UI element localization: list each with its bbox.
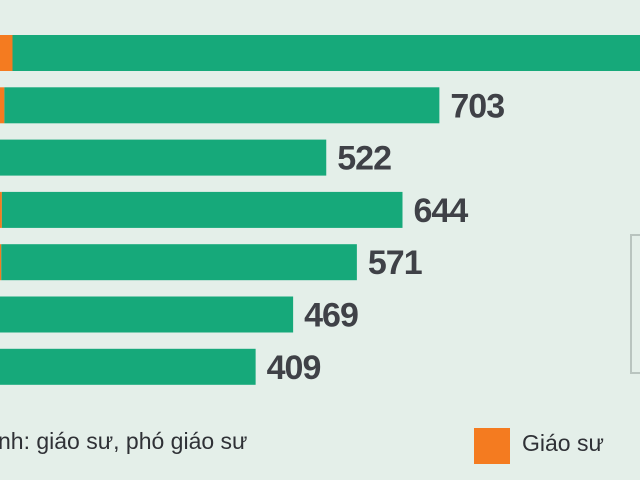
bar-value-label: 703	[450, 87, 504, 125]
bar-value-label: 409	[267, 349, 321, 387]
bar-segment-main	[1, 191, 403, 228]
bar-value-label: 644	[414, 192, 469, 230]
legend-professor-label: Giáo sư	[522, 430, 604, 456]
bar-segment-main	[4, 87, 440, 124]
bar-segment-main	[0, 296, 294, 333]
legend-swatch-professor	[474, 428, 510, 464]
bar-segment-main	[0, 348, 256, 385]
bar-segment-professor	[0, 87, 5, 124]
legend-category-label: nh: giáo sư, phó giáo sư	[0, 428, 248, 454]
bar-segment-main	[1, 244, 357, 281]
bar-segment-main	[12, 35, 640, 71]
bar-segment-main	[0, 139, 327, 176]
side-frame-decoration	[630, 234, 640, 374]
bar-value-label: 571	[368, 244, 422, 282]
bar-segment-professor	[0, 244, 2, 281]
bar-value-label: 469	[304, 297, 358, 335]
bar-segment-professor	[0, 191, 2, 228]
bar-segment-professor	[0, 35, 13, 71]
bar-value-label: 522	[337, 140, 391, 178]
